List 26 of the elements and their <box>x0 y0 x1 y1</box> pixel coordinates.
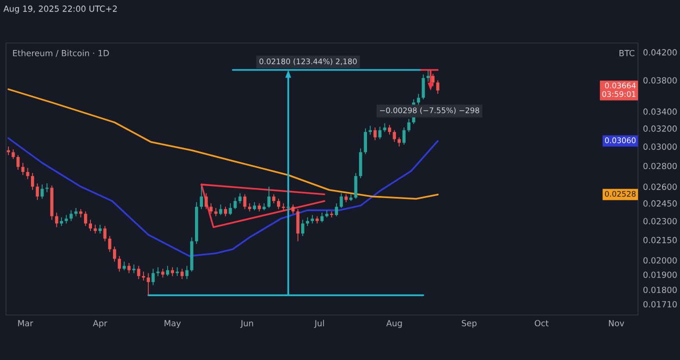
x-tick-label: Jun <box>240 320 254 328</box>
y-tick-label: 0.03800 <box>643 77 677 84</box>
y-tick-label: 0.01900 <box>643 272 677 278</box>
y-tick-label: 0.03000 <box>643 144 677 150</box>
y-tick-label: 0.02150 <box>643 236 677 244</box>
y-tick-label: 0.02300 <box>643 218 677 224</box>
x-tick-label: Nov <box>608 320 624 326</box>
y-tick-label: 0.03200 <box>643 125 677 132</box>
text: Ethereum / Bitcoin · 1D <box>13 50 109 57</box>
y-tick-label: 0.02450 <box>643 200 677 207</box>
x-tick-label: Mar <box>18 320 34 326</box>
annotation: BTC <box>620 50 634 56</box>
y-tick-label: 0.02600 <box>643 184 677 190</box>
x-tick-label: Aug <box>386 320 402 328</box>
x-tick-label: Sep <box>462 320 477 328</box>
y-tick-label: 0.03400 <box>643 108 677 115</box>
text: Aug 19, 2025 22:00 UTC+2 <box>3 6 117 14</box>
x-tick-label: Jul <box>314 320 324 328</box>
x-tick-label: Oct <box>534 320 549 326</box>
y-tick-label: 0.02800 <box>643 162 677 170</box>
y-tick-label: 0.04200 <box>643 49 677 56</box>
x-tick-label: May <box>164 320 181 328</box>
x-tick-label: Apr <box>92 320 108 328</box>
y-tick-label: 0.02000 <box>643 257 677 264</box>
y-tick-label: 0.01800 <box>643 286 677 294</box>
y-tick-label: 0.01710 <box>643 301 677 308</box>
